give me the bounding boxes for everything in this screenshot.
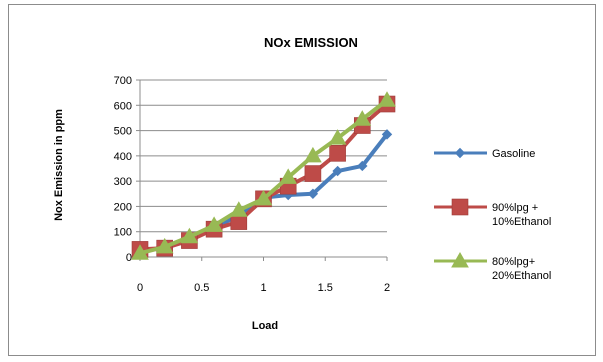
- y-tick-label: 200: [114, 201, 132, 213]
- data-point: [279, 168, 298, 184]
- legend-label: 80%lpg+: [492, 256, 535, 268]
- legend-entry: 80%lpg+ 20%Ethanol: [434, 251, 551, 282]
- data-point: [304, 165, 322, 182]
- data-point: [357, 160, 368, 172]
- data-point: [229, 201, 248, 217]
- legend-entry: Gasoline: [434, 147, 535, 160]
- x-tick-label: 0: [137, 282, 143, 294]
- data-point: [131, 244, 149, 260]
- y-axis-label: Nox Emission in ppm: [53, 109, 65, 221]
- legend-label: Gasoline: [492, 148, 535, 160]
- data-point: [304, 146, 322, 163]
- legend-entry: 90%lpg + 10%Ethanol: [434, 198, 551, 228]
- legend-label: 90%lpg +: [492, 202, 538, 214]
- y-tick-label: 0: [126, 252, 132, 264]
- y-tick-label: 600: [114, 100, 132, 112]
- series-line: [138, 102, 389, 252]
- data-point: [254, 189, 273, 206]
- x-axis-label: Load: [252, 320, 278, 332]
- series-line: [138, 98, 389, 256]
- legend-swatch-marker: [451, 198, 469, 216]
- series-2: [131, 95, 396, 258]
- gridlines: [140, 79, 387, 233]
- y-tick-label: 500: [114, 126, 132, 138]
- data-point: [180, 227, 199, 244]
- data-point: [155, 237, 174, 254]
- x-tick-label: 1: [260, 282, 266, 294]
- nox-emission-chart: NOx EMISSION Nox Emission in ppm Load 0 1…: [53, 35, 551, 332]
- legend-label: 20%Ethanol: [492, 270, 551, 282]
- y-tick-label: 100: [114, 227, 132, 239]
- chart-frame: NOx EMISSION Nox Emission in ppm Load 0 1…: [8, 4, 596, 356]
- data-point: [329, 145, 346, 162]
- chart-title: NOx EMISSION: [264, 35, 358, 50]
- data-point: [307, 188, 319, 199]
- y-tick-label: 400: [114, 151, 132, 163]
- data-point: [205, 216, 223, 232]
- legend-label: 10%Ethanol: [492, 216, 551, 228]
- data-point: [328, 129, 347, 145]
- series-3: [131, 91, 396, 260]
- y-tick-label: 700: [114, 75, 132, 87]
- x-tick-labels: 0 0.5 1 1.5 2: [137, 282, 390, 294]
- legend-swatch-marker: [454, 147, 466, 159]
- legend: Gasoline 90%lpg + 10%Ethanol 80%lpg+ 20%Etha…: [434, 147, 551, 282]
- y-tick-labels: 0 100 200 300 400 500 600 700: [114, 75, 132, 264]
- data-point: [381, 129, 393, 140]
- x-tick-label: 1.5: [318, 282, 333, 294]
- data-point: [353, 110, 372, 126]
- data-point: [332, 165, 343, 177]
- x-tick-label: 2: [384, 282, 390, 294]
- y-tick-label: 300: [114, 176, 132, 188]
- x-tick-label: 0.5: [194, 282, 209, 294]
- legend-swatch-marker: [451, 251, 469, 268]
- data-series: [131, 91, 396, 260]
- data-point: [378, 91, 396, 107]
- axes: [136, 79, 388, 261]
